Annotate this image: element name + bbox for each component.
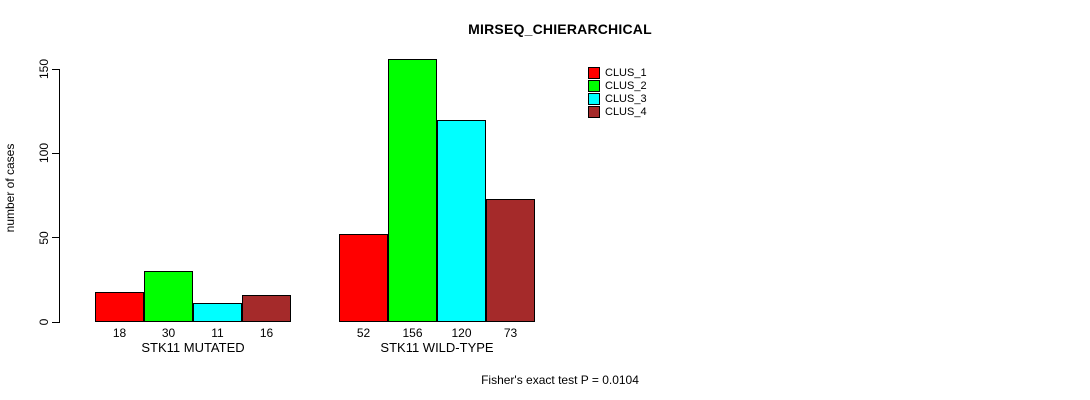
legend-swatch <box>588 93 600 106</box>
group-label: STK11 WILD-TYPE <box>380 340 494 355</box>
bar-clus_1-2 <box>339 234 388 322</box>
bar-value-label: 156 <box>402 326 423 340</box>
legend-item: CLUS_1 <box>588 66 647 79</box>
y-tick-mark <box>52 68 59 70</box>
legend: CLUS_1 CLUS_2 CLUS_3 CLUS_4 <box>588 66 647 119</box>
group-label: STK11 MUTATED <box>141 340 245 355</box>
legend-label: CLUS_1 <box>605 66 647 79</box>
legend-swatch <box>588 79 600 92</box>
y-axis-label: number of cases <box>3 143 17 233</box>
bar-value-label: 120 <box>451 326 472 340</box>
bar-clus_4-1 <box>242 295 291 322</box>
chart-title: MIRSEQ_CHIERARCHICAL <box>468 21 652 37</box>
legend-label: CLUS_4 <box>605 106 647 119</box>
legend-item: CLUS_3 <box>588 93 647 106</box>
legend-item: CLUS_2 <box>588 79 647 92</box>
bar-clus_2-1 <box>144 271 193 322</box>
y-tick-mark <box>52 152 59 154</box>
bar-clus_4-2 <box>486 199 535 322</box>
bar-clus_2-2 <box>388 59 437 322</box>
legend-label: CLUS_3 <box>605 93 647 106</box>
bar-clus_3-2 <box>437 120 486 322</box>
y-tick-mark <box>52 321 59 323</box>
y-tick-label: 150 <box>37 58 51 80</box>
y-tick-label: 50 <box>37 230 51 245</box>
bar-value-label: 18 <box>112 326 127 340</box>
bar-value-label: 30 <box>161 326 176 340</box>
y-axis-line <box>59 69 60 323</box>
bar-value-label: 11 <box>211 326 224 340</box>
legend-swatch <box>588 66 600 79</box>
legend-label: CLUS_2 <box>605 79 647 92</box>
bar-value-label: 73 <box>503 326 518 340</box>
y-tick-label: 100 <box>37 143 51 164</box>
bar-value-label: 52 <box>356 326 371 340</box>
y-tick-label: 0 <box>37 318 51 326</box>
legend-item: CLUS_4 <box>588 106 647 119</box>
legend-swatch <box>588 106 600 119</box>
y-tick-mark <box>52 237 59 239</box>
bar-value-label: 16 <box>259 326 274 340</box>
annotation-text: Fisher's exact test P = 0.0104 <box>481 373 639 387</box>
bar-clus_1-1 <box>95 292 144 322</box>
bar-clus_3-1 <box>193 303 242 322</box>
